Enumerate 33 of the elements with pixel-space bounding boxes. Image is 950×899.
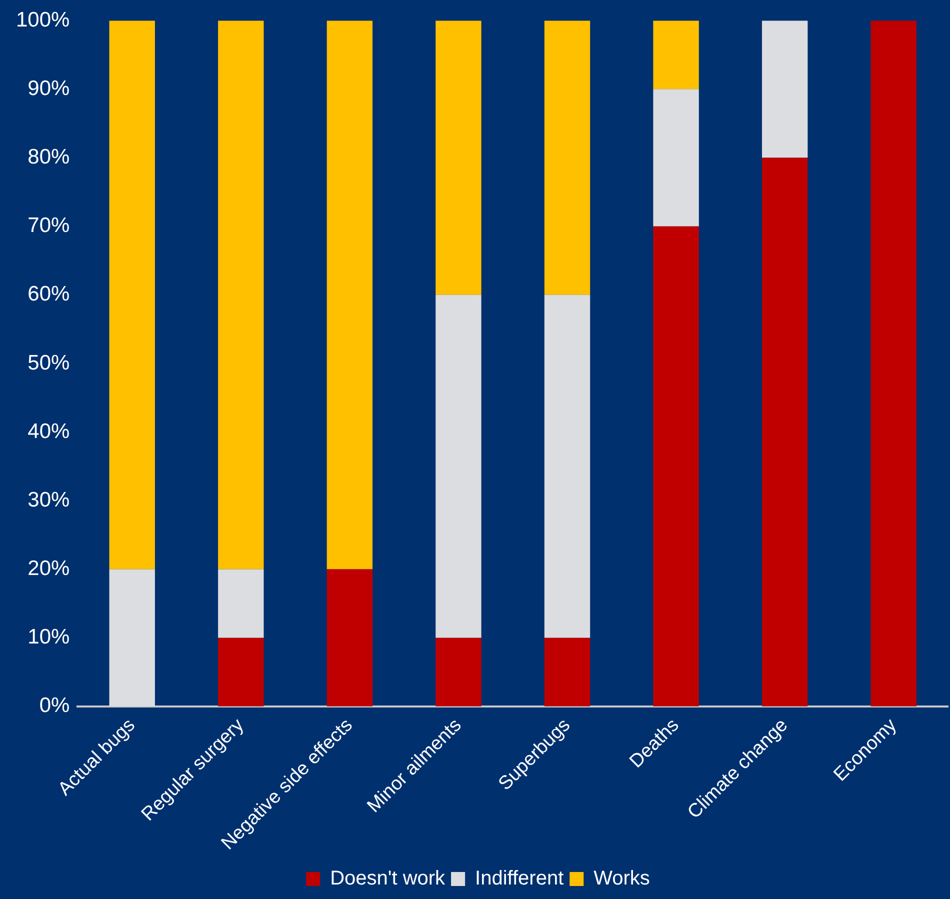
y-tick-label: 80%	[28, 146, 70, 169]
y-tick-label: 0%	[39, 694, 70, 718]
bar	[762, 20, 808, 158]
y-tick-label: 70%	[28, 214, 70, 238]
legend-label: Works	[594, 868, 650, 890]
y-tick-label: 10%	[28, 626, 70, 649]
bar	[544, 294, 590, 638]
y-tick-label: 30%	[28, 488, 70, 512]
y-tick-label: 20%	[28, 557, 70, 580]
bar	[762, 158, 808, 706]
bar	[109, 20, 155, 570]
legend-label: Doesn't work	[330, 868, 446, 890]
bar	[218, 569, 264, 638]
bar	[326, 20, 373, 570]
y-tick-label: 50%	[28, 351, 70, 374]
y-tick-label: 90%	[28, 76, 70, 100]
bar	[436, 20, 482, 295]
y-tick-label: 40%	[28, 420, 70, 443]
bar	[653, 226, 699, 706]
bar	[653, 20, 699, 90]
bar	[326, 569, 373, 706]
y-tick-label: 100%	[16, 8, 70, 32]
y-tick-label: 60%	[28, 282, 70, 306]
bar	[653, 89, 699, 226]
bar	[436, 638, 482, 706]
bar	[544, 20, 590, 295]
bar	[218, 638, 264, 706]
legend-label: Indifferent	[475, 868, 564, 890]
bar	[870, 20, 916, 706]
bar	[544, 638, 590, 706]
bar	[218, 20, 264, 570]
bar	[109, 569, 155, 706]
bar	[436, 294, 482, 638]
